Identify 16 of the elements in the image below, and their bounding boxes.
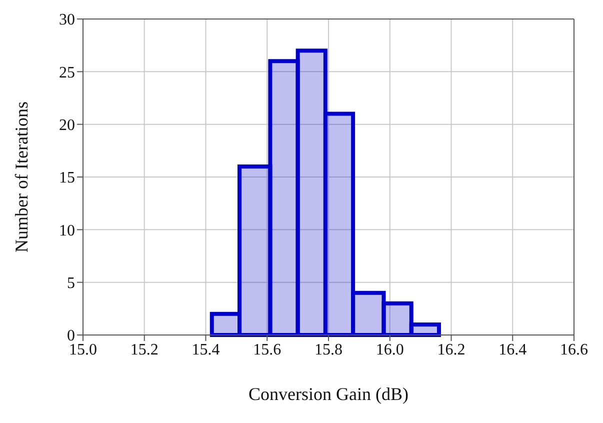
y-axis-title: Number of Iterations — [11, 102, 32, 252]
y-tick-label: 20 — [59, 117, 75, 134]
y-tick-label: 10 — [59, 222, 75, 240]
x-tick-label: 15.4 — [192, 341, 220, 358]
x-tick-label: 15.2 — [130, 341, 158, 358]
x-tick-label: 16.0 — [376, 341, 404, 358]
x-tick-label: 16.6 — [560, 341, 588, 358]
y-tick-label: 15 — [59, 170, 75, 187]
y-tick-label: 30 — [59, 12, 75, 29]
y-tick-label: 25 — [59, 64, 75, 82]
x-tick-label: 15.8 — [314, 341, 342, 358]
x-tick-label: 15.6 — [253, 341, 282, 358]
x-tick-label: 16.4 — [498, 341, 527, 358]
x-axis-title: Conversion Gain (dB) — [248, 384, 408, 404]
y-tick-label: 5 — [67, 275, 75, 292]
x-tick-label: 16.2 — [437, 341, 466, 358]
